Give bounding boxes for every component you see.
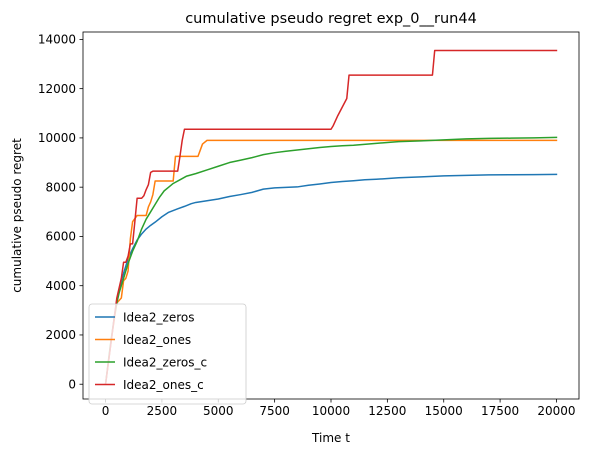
y-tick-label: 4000 bbox=[45, 279, 76, 293]
x-tick-label: 15000 bbox=[425, 404, 463, 418]
chart-title: cumulative pseudo regret exp_0__run44 bbox=[185, 11, 477, 27]
x-tick-label: 5000 bbox=[203, 404, 234, 418]
x-tick-label: 7500 bbox=[259, 404, 290, 418]
y-axis-label: cumulative pseudo regret bbox=[10, 138, 24, 293]
x-tick-label: 0 bbox=[102, 404, 110, 418]
y-tick-label: 0 bbox=[68, 377, 76, 391]
legend-box bbox=[88, 303, 247, 405]
y-axis: 0 2000 4000 6000 8000 10000 12000 14000 bbox=[38, 33, 83, 391]
plot-area bbox=[104, 49, 558, 386]
x-axis-label: Time t bbox=[311, 431, 350, 445]
series-line-idea2-ones-c bbox=[104, 49, 558, 386]
series-line-idea2-zeros-c bbox=[104, 136, 558, 386]
y-tick-label: 12000 bbox=[38, 82, 76, 96]
y-tick-label: 8000 bbox=[45, 180, 76, 194]
x-tick-label: 10000 bbox=[312, 404, 350, 418]
legend-label: Idea2_zeros bbox=[123, 310, 194, 324]
y-tick-label: 2000 bbox=[45, 328, 76, 342]
x-tick-label: 12500 bbox=[368, 404, 406, 418]
legend-label: Idea2_zeros_c bbox=[123, 355, 207, 369]
legend-label: Idea2_ones_c bbox=[123, 378, 204, 392]
legend-label: Idea2_ones bbox=[123, 333, 191, 347]
x-axis: 0 2500 5000 7500 10000 12500 15000 17500 20000 bbox=[102, 399, 576, 418]
x-tick-label: 20000 bbox=[537, 404, 575, 418]
legend: Idea2_zeros Idea2_ones Idea2_zeros_c Idea2_… bbox=[88, 303, 247, 405]
y-tick-label: 10000 bbox=[38, 131, 76, 145]
x-tick-label: 17500 bbox=[481, 404, 519, 418]
series-line-idea2-zeros bbox=[104, 173, 558, 386]
y-tick-label: 14000 bbox=[38, 33, 76, 47]
y-tick-label: 6000 bbox=[45, 230, 76, 244]
x-tick-label: 2500 bbox=[147, 404, 178, 418]
series-line-idea2-ones bbox=[104, 139, 558, 386]
